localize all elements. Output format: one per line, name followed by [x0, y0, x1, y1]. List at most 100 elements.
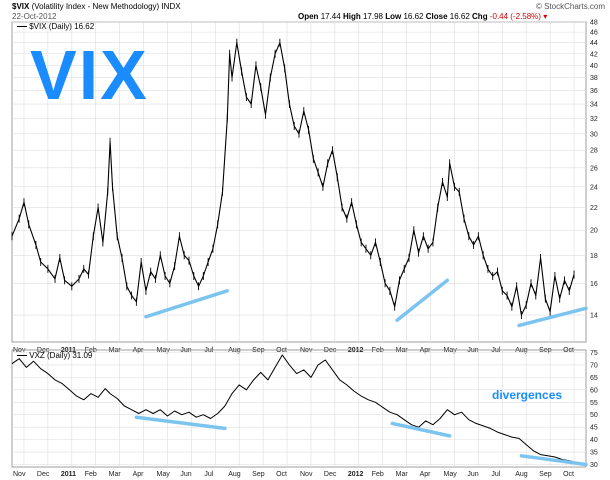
y-tick-label: 60	[590, 387, 598, 394]
close-value: 16.62	[449, 12, 470, 21]
y-tick-label: 30	[590, 462, 598, 469]
close-label: Close	[425, 12, 448, 21]
y-tick-label: 28	[590, 148, 598, 155]
x-tick-label: Mar	[396, 347, 409, 354]
y-tick-label: 44	[590, 40, 598, 47]
y-tick-label: 35	[590, 450, 598, 457]
x-tick-label: Nov	[300, 471, 313, 478]
symbol-description: (Volatility Index - New Methodology)	[31, 2, 160, 11]
legend-line-icon	[17, 355, 27, 357]
legend-vix-label: $VIX (Daily) 16.62	[29, 22, 95, 31]
x-tick-label: Dec	[324, 347, 337, 354]
chg-down-icon: ▾	[543, 12, 548, 21]
legend-vxz-label: VXZ (Daily) 31.09	[29, 351, 93, 360]
x-tick-label: Aug	[228, 471, 241, 478]
x-tick-label: Dec	[37, 471, 50, 478]
x-tick-label: Feb	[372, 471, 384, 478]
x-tick-label: Sep	[252, 347, 265, 354]
y-tick-label: 42	[590, 51, 598, 58]
divergences-annotation: divergences	[492, 388, 563, 402]
x-tick-label: Nov	[13, 471, 26, 478]
symbol: $VIX	[12, 2, 30, 11]
x-tick-label: 2011	[61, 347, 76, 354]
x-tick-label: Jul	[491, 347, 500, 354]
vix-price-line	[11, 42, 575, 316]
x-tick-label: Sep	[539, 347, 552, 354]
vxz-price-line	[11, 354, 575, 463]
x-tick-label: Jul	[204, 471, 213, 478]
x-tick-label: Apr	[420, 347, 432, 354]
divergence-trendline	[134, 415, 227, 431]
y-tick-label: 30	[590, 131, 598, 138]
y-tick-label: 32	[590, 116, 598, 123]
chg-value: -0.44 (-2.58%)	[489, 12, 541, 21]
x-tick-label: Aug	[515, 471, 528, 478]
low-value: 16.62	[403, 12, 424, 21]
y-tick-label: 45	[590, 425, 598, 432]
chart-date: 22-Oct-2012	[12, 12, 57, 21]
x-tick-label: Apr	[420, 471, 432, 478]
divergence-trendline	[519, 454, 588, 467]
divergence-trendline	[144, 289, 229, 319]
y-tick-label: 48	[590, 20, 598, 27]
exchange: INDX	[161, 2, 181, 11]
y-tick-label: 50	[590, 412, 598, 419]
high-value: 17.98	[362, 12, 383, 21]
vix-panel: 14 16 18 20 22 24 26 28 30 32 34 36 38 40 42 44 46 48 Nov D…	[11, 20, 598, 354]
vxz-panel: 30 35 40 45 50 55 60 65 70 75 Nov Dec 2011 Feb Mar Apr M…	[11, 349, 598, 478]
x-tick-label: Jul	[204, 347, 213, 354]
high-label: High	[342, 12, 361, 21]
y-tick-label: 20	[590, 228, 598, 235]
x-tick-label: Dec	[37, 347, 50, 354]
y-tick-label: 34	[590, 102, 598, 109]
x-tick-label: Oct	[563, 347, 574, 354]
y-tick-label: 40	[590, 63, 598, 70]
x-tick-label: Dec	[324, 471, 337, 478]
x-tick-label: Nov	[300, 347, 313, 354]
x-tick-label: Feb	[372, 347, 384, 354]
x-tick-label: Apr	[133, 347, 145, 354]
chg-label: Chg	[472, 12, 488, 21]
x-tick-label: 2011	[61, 471, 76, 478]
legend-vix: $VIX (Daily) 16.62	[17, 22, 94, 32]
y-tick-label: 22	[590, 205, 598, 212]
x-tick-label: Mar	[109, 471, 122, 478]
x-tick-label: Apr	[133, 471, 145, 478]
x-tick-label: Sep	[539, 471, 552, 478]
x-tick-label: May	[157, 347, 171, 354]
x-tick-label: Mar	[396, 471, 409, 478]
legend-line-icon	[17, 26, 27, 28]
x-tick-label: May	[157, 471, 171, 478]
y-tick-label: 24	[590, 184, 598, 191]
x-tick-label: Oct	[276, 471, 287, 478]
x-tick-label: Jul	[491, 471, 500, 478]
y-tick-label: 16	[590, 281, 598, 288]
x-tick-label: Mar	[109, 347, 122, 354]
chart-header: $VIX (Volatility Index - New Methodology…	[12, 2, 181, 12]
y-tick-label: 75	[590, 350, 598, 357]
plot-frame	[11, 349, 587, 468]
x-tick-label: Aug	[228, 347, 241, 354]
y-tick-label: 14	[590, 313, 598, 320]
divergence-trendline	[395, 278, 450, 322]
divergence-trendline	[390, 421, 452, 438]
x-tick-label: Feb	[85, 471, 97, 478]
y-tick-label: 18	[590, 253, 598, 260]
y-tick-label: 26	[590, 165, 598, 172]
y-tick-label: 65	[590, 375, 598, 382]
low-label: Low	[385, 12, 402, 21]
x-tick-label: 2012	[348, 471, 364, 478]
y-tick-label: 36	[590, 88, 598, 95]
x-tick-label: 2012	[348, 347, 364, 354]
x-tick-label: Jun	[180, 347, 191, 354]
x-tick-label: Jun	[467, 471, 478, 478]
x-tick-label: Oct	[563, 471, 574, 478]
x-tick-label: Oct	[276, 347, 287, 354]
y-tick-label: 70	[590, 362, 598, 369]
open-value: 17.44	[320, 12, 341, 21]
divergence-trendline	[517, 306, 588, 328]
y-tick-label: 55	[590, 400, 598, 407]
x-tick-label: May	[444, 347, 458, 354]
legend-vxz: VXZ (Daily) 31.09	[17, 351, 92, 361]
